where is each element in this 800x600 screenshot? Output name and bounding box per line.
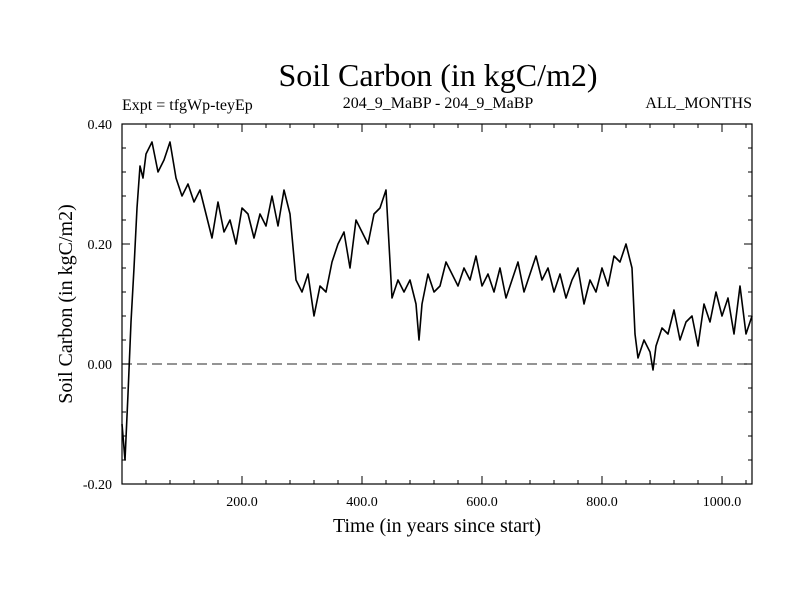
series-line-soil-carbon: [121, 141, 753, 461]
x-axis-label: Time (in years since start): [333, 515, 541, 537]
x-tick-label: 600.0: [466, 495, 498, 510]
y-tick-label: -0.20: [83, 478, 112, 493]
plot-frame: [121, 123, 753, 485]
x-tick-label: 400.0: [346, 495, 378, 510]
x-tick-label: 800.0: [586, 495, 618, 510]
experiment-label: Expt = tfgWp-teyEp: [122, 97, 253, 114]
y-axis-label: Soil Carbon (in kgC/m2): [55, 204, 77, 403]
y-tick-label: 0.00: [88, 358, 113, 373]
period-label: 204_9_MaBP - 204_9_MaBP: [343, 95, 534, 112]
y-tick-label: 0.20: [88, 238, 113, 253]
plot-area: -0.20 0.00 0.20 0.40 200.0 400.0 600.0 800.0 100…: [83, 118, 753, 510]
months-label: ALL_MONTHS: [645, 95, 752, 112]
y-tick-label: 0.40: [88, 118, 113, 133]
chart-title: Soil Carbon (in kgC/m2): [278, 57, 597, 93]
x-tick-label: 200.0: [226, 495, 258, 510]
x-tick-label: 1000.0: [703, 495, 742, 510]
